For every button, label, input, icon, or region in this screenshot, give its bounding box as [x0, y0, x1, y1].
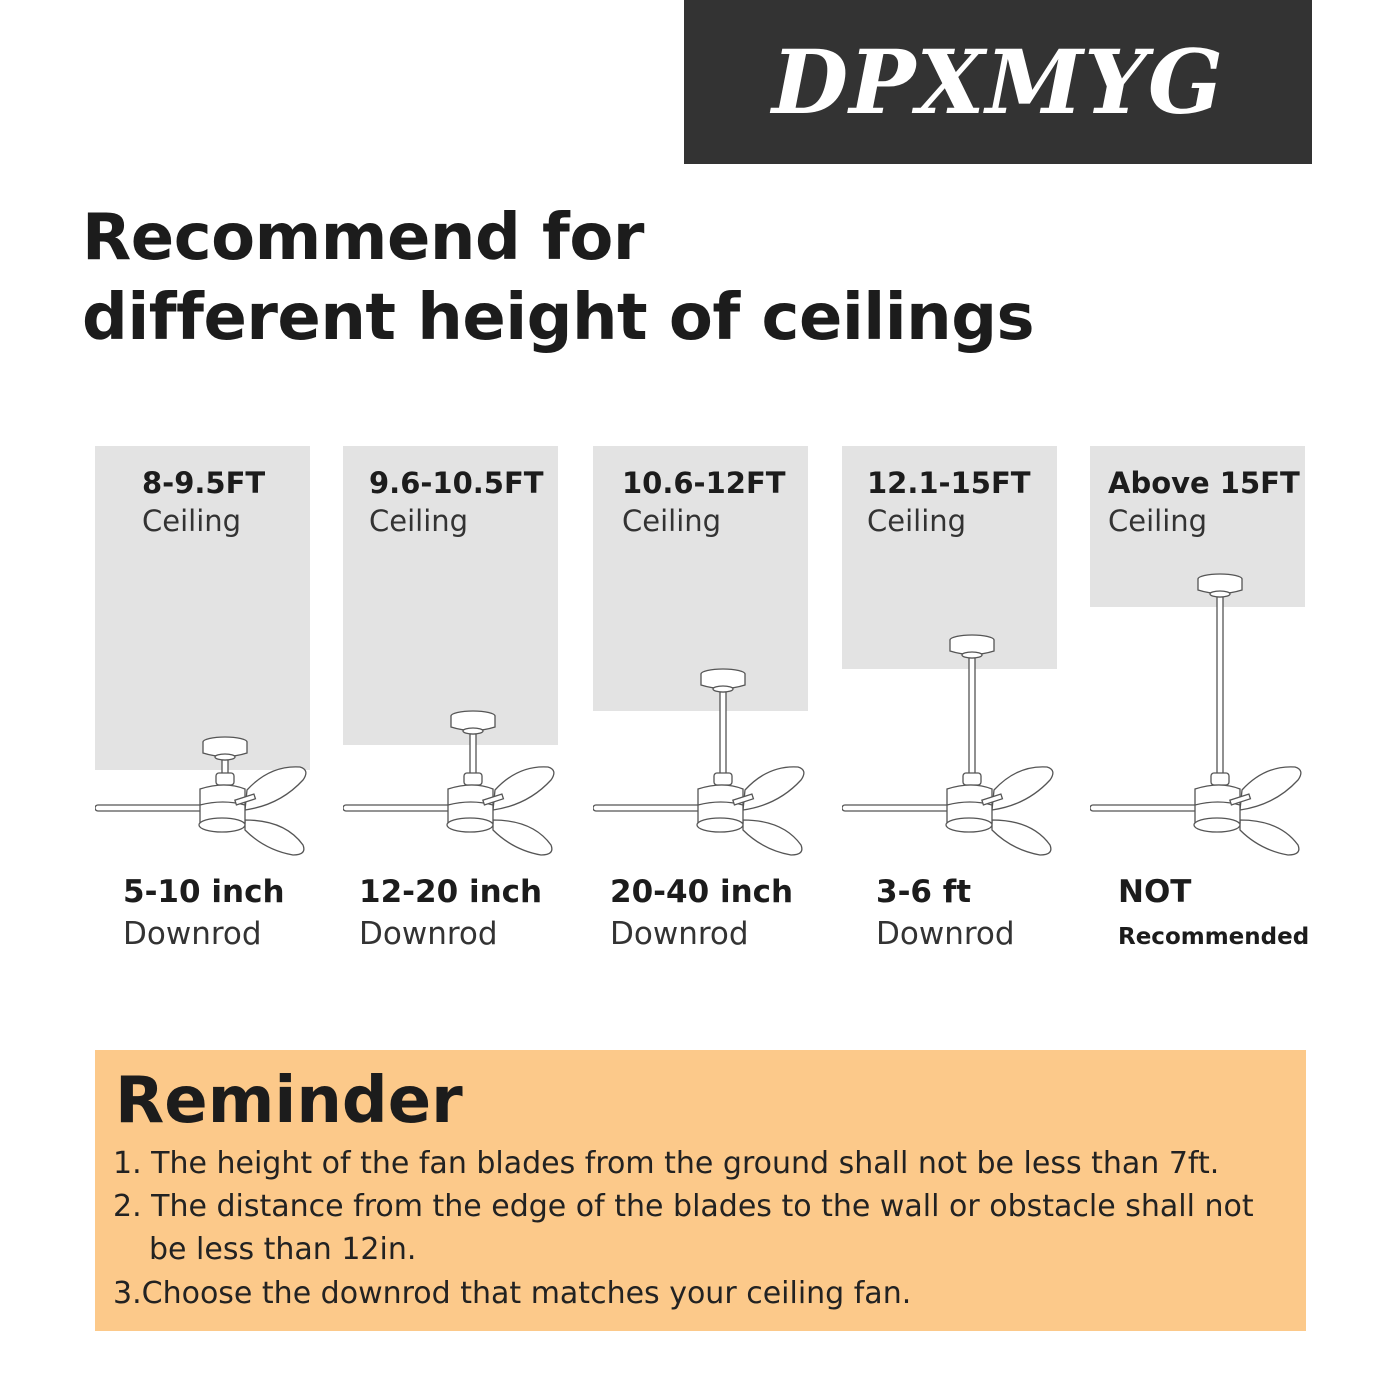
ceiling-label: Ceiling [622, 504, 722, 538]
reminder-box: Reminder 1. The height of the fan blades… [95, 1050, 1306, 1331]
ceiling-label: Ceiling [867, 504, 967, 538]
ceiling-option-1: 8-9.5FT Ceiling 5-10 inch Downrod [95, 446, 310, 966]
page-title: Recommend for different height of ceilin… [82, 198, 1035, 358]
ceiling-fan-icon [95, 736, 307, 856]
downrod-label: Downrod [876, 916, 1015, 952]
ceiling-label: Ceiling [142, 504, 242, 538]
ceiling-label: Ceiling [1108, 504, 1208, 538]
downrod-label: Downrod [123, 916, 262, 952]
downrod-length: NOT [1118, 874, 1192, 910]
downrod-length: 20-40 inch [610, 874, 794, 910]
ceiling-range: Above 15FT [1108, 466, 1300, 500]
ceiling-option-3: 10.6-12FT Ceiling 20-40 inch Downrod [593, 446, 808, 966]
ceiling-area [842, 446, 1057, 669]
ceiling-range: 12.1-15FT [867, 466, 1031, 500]
ceiling-fan-icon [842, 634, 1054, 856]
reminder-item-2-cont: be less than 12in. [149, 1232, 417, 1267]
ceiling-area [593, 446, 808, 711]
downrod-label: Downrod [610, 916, 749, 952]
ceiling-option-5: Above 15FT Ceiling NOT Recommended [1090, 446, 1309, 966]
ceiling-fan-icon [343, 710, 555, 856]
reminder-item-3: 3.Choose the downrod that matches your c… [113, 1276, 912, 1311]
ceiling-option-4: 12.1-15FT Ceiling 3-6 ft Downrod [842, 446, 1057, 966]
ceiling-range: 9.6-10.5FT [369, 466, 544, 500]
ceiling-range: 8-9.5FT [142, 466, 266, 500]
brand-logo: DPXMYG [771, 30, 1225, 134]
downrod-length: 3-6 ft [876, 874, 972, 910]
ceiling-fan-icon [593, 668, 805, 856]
downrod-label: Downrod [359, 916, 498, 952]
ceiling-fan-icon [1090, 573, 1302, 856]
title-line-1: Recommend for [82, 201, 644, 275]
reminder-heading: Reminder [115, 1064, 463, 1138]
ceiling-option-2: 9.6-10.5FT Ceiling 12-20 inch Downrod [343, 446, 558, 966]
downrod-length: 5-10 inch [123, 874, 285, 910]
downrod-label: Recommended [1118, 924, 1310, 950]
ceiling-range: 10.6-12FT [622, 466, 786, 500]
ceiling-area [95, 446, 310, 770]
reminder-item-2: 2. The distance from the edge of the bla… [113, 1189, 1254, 1224]
ceiling-area [343, 446, 558, 745]
reminder-item-1: 1. The height of the fan blades from the… [113, 1146, 1220, 1181]
ceiling-label: Ceiling [369, 504, 469, 538]
title-line-2: different height of ceilings [82, 281, 1035, 355]
brand-banner: DPXMYG [684, 0, 1312, 164]
downrod-length: 12-20 inch [359, 874, 543, 910]
